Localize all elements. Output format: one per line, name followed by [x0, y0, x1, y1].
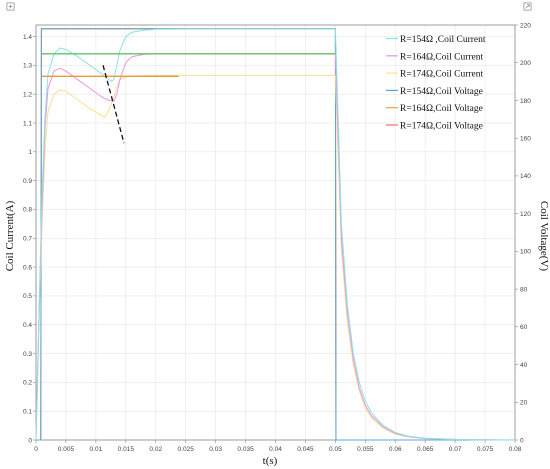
- x-tick-label: 0.025: [178, 446, 195, 453]
- axes: 0 0.005 0.01 0.015 0.02 0.025 0.03 0.035 0.04 0.0…: [23, 22, 531, 453]
- x-tick-label: 0.02: [149, 446, 162, 453]
- x-tick-label: 0.06: [389, 446, 402, 453]
- y2-tick-label: 100: [520, 249, 531, 256]
- legend-label: R=174Ω,Coil Current: [400, 70, 483, 80]
- x-tick-label: 0.07: [449, 446, 462, 453]
- x-tick-label: 0.08: [509, 446, 522, 453]
- export-icon[interactable]: [523, 2, 532, 11]
- x-tick-label: 0.075: [477, 446, 494, 453]
- y-tick-label: 0.1: [23, 408, 32, 415]
- y2-tick-label: 20: [520, 400, 528, 407]
- x-tick-label: 0.065: [417, 446, 434, 453]
- y-tick-label: 1.4: [23, 34, 32, 41]
- y-tick-label: 1.3: [23, 63, 32, 70]
- y-tick-label: 0.3: [23, 351, 32, 358]
- x-tick-label: 0: [34, 446, 38, 453]
- legend-label: R=164Ω,Coil Voltage: [400, 104, 483, 114]
- x-tick-label: 0.01: [90, 446, 103, 453]
- x-tick-label: 0.05: [329, 446, 342, 453]
- x-tick-label: 0.055: [357, 446, 374, 453]
- x-tick-label: 0.03: [209, 446, 222, 453]
- legend-label: R=154Ω ,Coil Current: [400, 35, 486, 45]
- y2-tick-label: 180: [520, 98, 531, 105]
- y2-tick-label: 80: [520, 286, 528, 293]
- legend: R=154Ω ,Coil Current R=164Ω,Coil Current R…: [386, 35, 486, 132]
- y-tick-label: 0: [28, 437, 32, 444]
- x-tick-label: 0.015: [118, 446, 135, 453]
- plot-frame: [35, 24, 516, 441]
- y-tick-label: 0.4: [23, 322, 32, 329]
- y2-tick-label: 220: [520, 22, 531, 29]
- legend-label: R=154Ω,Coil Voltage: [400, 87, 483, 97]
- x-tick-label: 0.035: [237, 446, 254, 453]
- x-tick-label: 0.045: [297, 446, 314, 453]
- series-line: [35, 28, 516, 441]
- y-tick-label: 0.5: [23, 293, 32, 300]
- y-tick-label: 1: [28, 149, 32, 156]
- y2-tick-label: 140: [520, 173, 531, 180]
- y2-tick-label: 40: [520, 362, 528, 369]
- settings-icon[interactable]: [6, 2, 15, 11]
- annotation-line: [102, 65, 125, 144]
- y2-tick-label: 0: [520, 437, 524, 444]
- y-tick-label: 1.1: [23, 120, 32, 127]
- legend-label: R=174Ω,Coil Voltage: [400, 122, 483, 132]
- y2-tick-label: 120: [520, 211, 531, 218]
- y-tick-label: 1.2: [23, 91, 32, 98]
- y2-tick-label: 200: [520, 60, 531, 67]
- x-axis-label: t(s): [263, 455, 278, 467]
- y2-tick-label: 160: [520, 135, 531, 142]
- y2-tick-label: 60: [520, 324, 528, 331]
- x-tick-label: 0.005: [58, 446, 75, 453]
- y2-axis-label: Coil Voltage(V): [538, 201, 550, 272]
- x-tick-label: 0.04: [269, 446, 282, 453]
- series-line: [35, 74, 516, 441]
- y-tick-label: 0.7: [23, 236, 32, 243]
- series-layer: [35, 28, 516, 441]
- y-tick-label: 0.6: [23, 264, 32, 271]
- y-axis-label: Coil Current(A): [4, 200, 16, 271]
- y-tick-label: 0.2: [23, 380, 32, 387]
- y-tick-label: 0.8: [23, 207, 32, 214]
- y-tick-label: 0.9: [23, 178, 32, 185]
- legend-label: R=164Ω,Coil Current: [400, 52, 483, 62]
